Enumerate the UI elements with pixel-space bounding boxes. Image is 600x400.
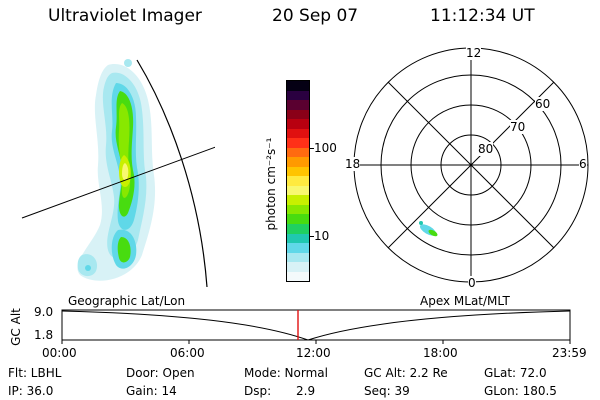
colorbar-segment — [287, 90, 309, 101]
mode-status: Mode: Normal — [244, 366, 328, 380]
colorbar-unit-label: photon cm⁻²s⁻¹ — [264, 137, 278, 231]
colorbar-segment — [287, 214, 309, 224]
mlt-label-18: 18 — [345, 157, 361, 171]
colorbar — [286, 80, 310, 282]
gc-alt-axis-title: GC Alt — [9, 308, 23, 346]
apex-label: Apex MLat/MLT — [420, 294, 510, 308]
lat-label-70: 70 — [510, 120, 526, 134]
mlt-label-6: 6 — [579, 157, 587, 171]
colorbar-segment — [287, 138, 309, 148]
geographic-image-panel — [21, 59, 215, 288]
colorbar-segment — [287, 223, 309, 234]
meridian-diag-2 — [387, 81, 555, 249]
geographic-grid-line — [21, 146, 215, 219]
lat-label-80: 80 — [478, 142, 494, 156]
colorbar-segment — [287, 271, 309, 282]
colorbar-segment — [287, 252, 309, 263]
gc-alt-status: GC Alt: 2.2 Re — [364, 366, 448, 380]
colorbar-segment — [287, 128, 309, 139]
filter-status: Flt: LBHL — [8, 366, 62, 380]
colorbar-segment — [287, 233, 309, 244]
lat-label-60: 60 — [535, 97, 551, 111]
door-status: Door: Open — [126, 366, 195, 380]
time-tick-1800: 18:00 — [423, 346, 458, 360]
time-tick-2359: 23:59 — [552, 346, 587, 360]
time-label: 11:12:34 UT — [430, 6, 535, 26]
colorbar-segment — [287, 185, 309, 196]
time-tick-0600: 06:00 — [170, 346, 205, 360]
colorbar-segment — [287, 157, 309, 167]
colorbar-segment — [287, 204, 309, 215]
glon-status: GLon: 180.5 — [484, 384, 557, 398]
mlt-label-12: 12 — [466, 46, 482, 60]
instrument-title: Ultraviolet Imager — [48, 6, 202, 26]
colorbar-tick-100: 100 — [314, 141, 337, 155]
dsp-label: Dsp: — [244, 384, 272, 398]
colorbar-segment — [287, 166, 309, 177]
colorbar-segment — [287, 195, 309, 205]
gc-alt-tick-9: 9.0 — [34, 305, 54, 319]
auroral-emission-image — [77, 59, 156, 281]
colorbar-segment — [287, 243, 309, 253]
gain-status: Gain: 14 — [126, 384, 177, 398]
time-tick-0000: 00:00 — [42, 346, 77, 360]
altitude-timeline — [61, 309, 571, 344]
colorbar-tick-mark — [309, 148, 314, 149]
colorbar-gradient — [287, 81, 309, 282]
colorbar-tick-10: 10 — [314, 229, 330, 243]
time-tick-1200: 12:00 — [296, 346, 331, 360]
dsp-value: 2.9 — [296, 384, 316, 398]
auroral-oval-points — [419, 221, 438, 237]
colorbar-segment — [287, 176, 309, 186]
colorbar-tick-mark — [309, 236, 314, 237]
seq-status: Seq: 39 — [364, 384, 410, 398]
polar-mlt-plot — [353, 47, 589, 283]
colorbar-segment — [287, 119, 309, 129]
colorbar-segment — [287, 81, 309, 91]
date-label: 20 Sep 07 — [272, 6, 359, 26]
colorbar-segment — [287, 100, 309, 110]
colorbar-segment — [287, 147, 309, 158]
gc-alt-tick-1.8: 1.8 — [34, 328, 54, 342]
geographic-label: Geographic Lat/Lon — [68, 294, 186, 308]
colorbar-segment — [287, 262, 309, 272]
ip-status: IP: 36.0 — [8, 384, 54, 398]
colorbar-segment — [287, 109, 309, 120]
altitude-curve — [61, 310, 571, 341]
glat-status: GLat: 72.0 — [484, 366, 547, 380]
mlt-label-0: 0 — [468, 276, 476, 290]
